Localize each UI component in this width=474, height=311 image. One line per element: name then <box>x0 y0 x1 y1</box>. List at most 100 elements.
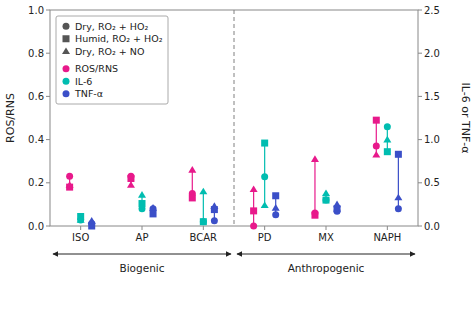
point <box>395 151 402 158</box>
legend-marker <box>63 35 70 42</box>
group-label: Biogenic <box>119 262 164 274</box>
y-tick-label: 0.0 <box>28 221 44 232</box>
group-arrow <box>53 254 231 255</box>
point <box>261 140 268 147</box>
point <box>261 201 269 208</box>
point <box>149 204 157 211</box>
plot-frame <box>50 10 418 226</box>
point <box>272 211 279 218</box>
y2-tick <box>418 96 422 97</box>
y2-tick <box>418 139 422 140</box>
point <box>261 173 268 180</box>
point <box>200 218 207 225</box>
point <box>394 194 402 201</box>
point <box>139 200 146 207</box>
x-tick <box>80 226 81 230</box>
legend-marker <box>63 23 70 30</box>
y2-tick-label: 0.0 <box>424 221 440 232</box>
y-tick <box>46 226 50 227</box>
point <box>199 188 207 195</box>
point <box>210 202 218 209</box>
y2-axis-label: IL-6 or TNF-α <box>459 83 472 154</box>
legend-label: ROS/RNS <box>75 63 118 74</box>
legend-label: Dry, RO₂ + NO <box>75 46 144 57</box>
point <box>66 181 74 188</box>
legend-marker <box>63 78 70 85</box>
point <box>322 189 330 196</box>
legend-marker <box>62 47 70 54</box>
y-tick-label: 1.0 <box>28 5 44 16</box>
y2-tick-label: 1.5 <box>424 91 440 102</box>
point <box>373 143 380 150</box>
y2-tick-label: 2.5 <box>424 5 440 16</box>
x-tick <box>142 226 143 230</box>
range-line <box>314 159 315 215</box>
y-tick <box>46 53 50 54</box>
point <box>211 217 218 224</box>
point <box>66 173 73 180</box>
legend-marker <box>63 65 70 72</box>
point <box>333 201 341 208</box>
point <box>150 210 157 217</box>
point <box>200 218 207 225</box>
point <box>127 181 135 188</box>
point <box>127 175 134 182</box>
y-tick-label: 0.4 <box>28 134 44 145</box>
y2-tick <box>418 10 422 11</box>
y2-tick <box>418 226 422 227</box>
marks <box>66 117 403 230</box>
range-line <box>203 191 204 221</box>
x-tick <box>264 226 265 230</box>
x-tick-label: AP <box>136 232 149 243</box>
y-tick <box>46 96 50 97</box>
y-tick-label: 0.2 <box>28 177 44 188</box>
x-tick <box>203 226 204 230</box>
y2-tick <box>418 53 422 54</box>
y2-tick-label: 1.0 <box>424 134 440 145</box>
point <box>250 186 258 193</box>
point <box>272 192 279 199</box>
y-tick-label: 0.6 <box>28 91 44 102</box>
y-tick <box>46 182 50 183</box>
y2-tick <box>418 182 422 183</box>
y2-tick-label: 2.0 <box>424 48 440 59</box>
x-tick <box>387 226 388 230</box>
point <box>250 223 257 230</box>
legend-label: Humid, RO₂ + HO₂ <box>75 33 163 44</box>
group-separator <box>234 10 235 226</box>
y-axis-label: ROS/RNS <box>4 93 17 143</box>
point <box>383 136 391 143</box>
x-tick-label: MX <box>318 232 334 243</box>
point <box>88 217 96 224</box>
point <box>272 204 280 211</box>
legend: Dry, RO₂ + HO₂Humid, RO₂ + HO₂ Dry, RO₂ +… <box>56 16 168 104</box>
legend-label: IL-6 <box>75 76 92 87</box>
legend-label: TNF-α <box>74 88 103 99</box>
x-tick <box>326 226 327 230</box>
y-tick-label: 0.8 <box>28 48 44 59</box>
point <box>188 166 196 173</box>
group-arrow <box>237 254 415 255</box>
chart: 0.0 0.2 0.4 0.6 0.8 1.0 0.0 0.5 1.0 1.5 2.0 2.5 ROS/… <box>0 0 474 311</box>
x-tick-label: BCAR <box>190 232 218 243</box>
point <box>311 155 319 162</box>
point <box>323 197 330 204</box>
point <box>372 151 380 158</box>
point <box>311 212 318 219</box>
point <box>323 197 330 204</box>
x-tick-label: NAPH <box>373 232 401 243</box>
group-label: Anthropogenic <box>288 262 365 274</box>
y-tick <box>46 10 50 11</box>
point <box>373 117 380 124</box>
point <box>250 207 257 214</box>
legend-box <box>56 16 168 104</box>
legend-marker <box>63 90 70 97</box>
legend-label: Dry, RO₂ + HO₂ <box>75 21 148 32</box>
y-tick <box>46 139 50 140</box>
range-line <box>398 154 399 208</box>
y2-tick-label: 0.5 <box>424 177 440 188</box>
point <box>189 194 196 201</box>
point <box>384 148 391 155</box>
point <box>138 191 146 198</box>
point <box>77 216 85 223</box>
